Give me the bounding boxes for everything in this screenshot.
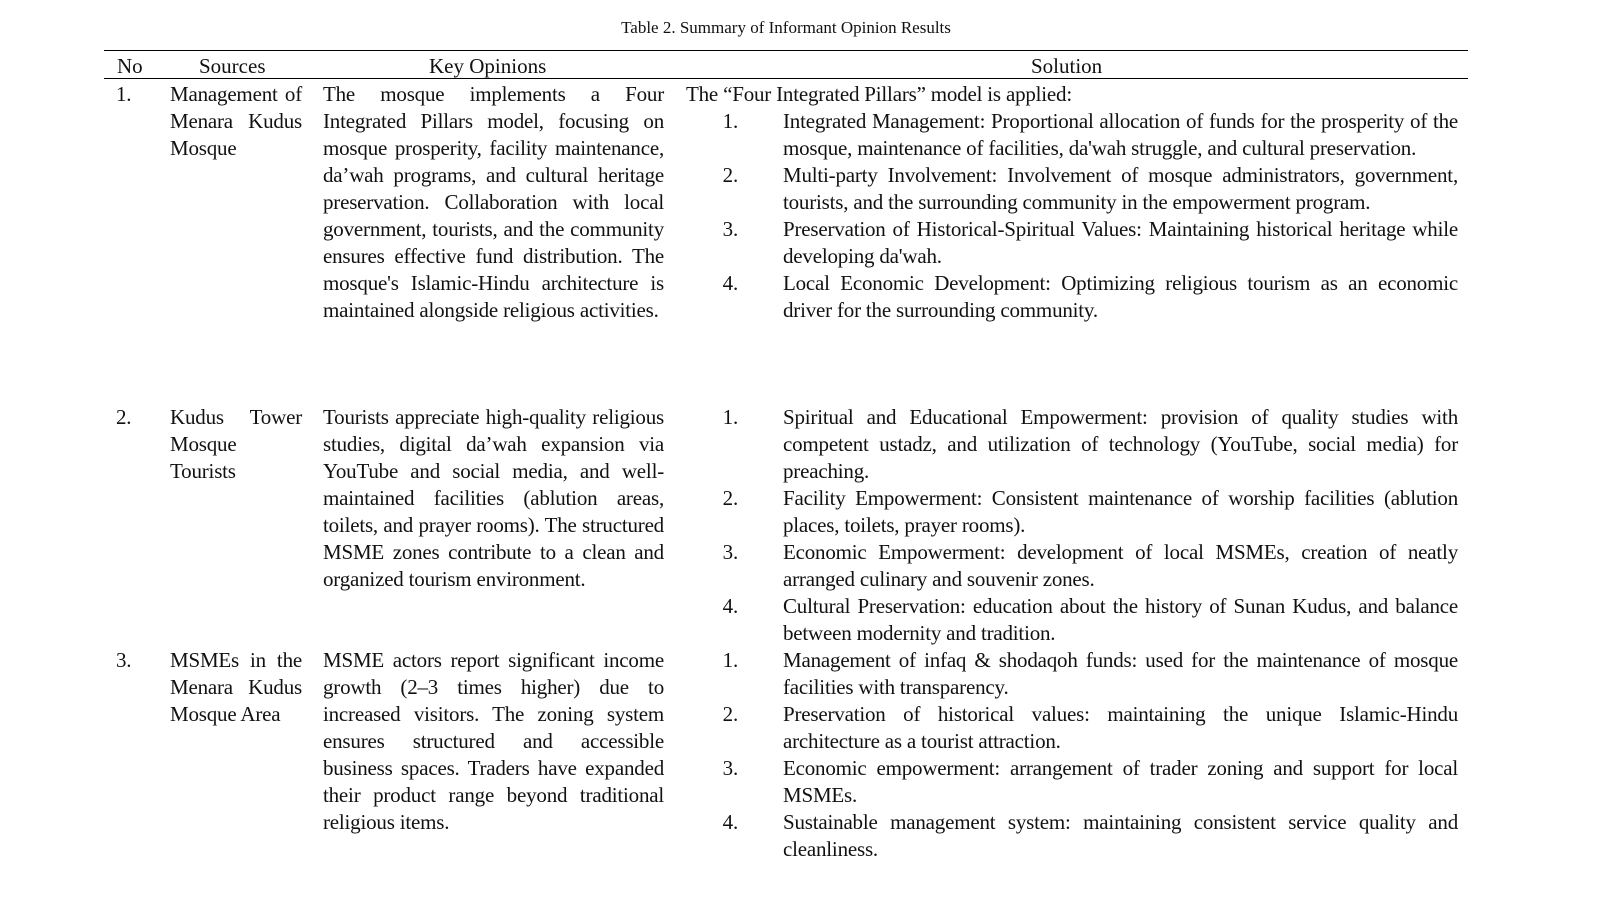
item-text: Facility Empowerment: Consistent mainten… xyxy=(783,486,1458,537)
header-bottom-rule xyxy=(104,78,1468,79)
solution-item: 4. Local Economic Development: Optimizing… xyxy=(686,270,1459,324)
item-number: 1. xyxy=(722,648,739,672)
table-top-rule xyxy=(104,50,1468,51)
table-caption: Table 2. Summary of Informant Opinion Re… xyxy=(621,18,951,37)
item-number: 4. xyxy=(722,271,739,295)
header-solution: Solution xyxy=(1031,54,1103,78)
cell-no: 2. xyxy=(116,405,132,429)
cell-solution: 1. Management of infaq & shodaqoh funds: … xyxy=(686,647,1459,863)
cell-key-opinion: MSME actors report significant income gr… xyxy=(323,648,664,834)
header-sources: Sources xyxy=(199,54,266,78)
item-text: Preservation of historical values: maint… xyxy=(783,702,1458,753)
solution-item: 2. Facility Empowerment: Consistent maint… xyxy=(686,485,1459,539)
item-text: Sustainable management system: maintaini… xyxy=(783,810,1458,861)
solution-item: 2. Preservation of historical values: mai… xyxy=(686,701,1459,755)
header-no: No xyxy=(117,54,143,78)
item-text: Cultural Preservation: education about t… xyxy=(783,594,1458,645)
solution-item: 3. Economic Empowerment: development of l… xyxy=(686,539,1459,593)
header-key-opinions: Key Opinions xyxy=(429,54,547,78)
item-number: 2. xyxy=(722,486,739,510)
cell-solution: 1. Spiritual and Educational Empowerment:… xyxy=(686,404,1459,647)
item-number: 3. xyxy=(722,540,739,564)
solution-item: 1. Integrated Management: Proportional al… xyxy=(686,108,1459,162)
item-text: Spiritual and Educational Empowerment: p… xyxy=(783,405,1458,483)
item-text: Management of infaq & shodaqoh funds: us… xyxy=(783,648,1458,699)
item-number: 3. xyxy=(722,756,739,780)
solution-item: 3. Economic empowerment: arrangement of t… xyxy=(686,755,1459,809)
solution-intro: The “Four Integrated Pillars” model is a… xyxy=(686,82,1072,106)
item-text: Preservation of Historical-Spiritual Val… xyxy=(783,217,1458,268)
cell-no: 1. xyxy=(116,82,132,106)
solution-item: 3. Preservation of Historical-Spiritual V… xyxy=(686,216,1459,270)
cell-no: 3. xyxy=(116,648,132,672)
item-number: 2. xyxy=(722,702,739,726)
item-text: Economic Empowerment: development of loc… xyxy=(783,540,1458,591)
item-text: Economic empowerment: arrangement of tra… xyxy=(783,756,1458,807)
item-number: 4. xyxy=(722,594,739,618)
cell-source: Kudus Tower Mosque Tourists xyxy=(170,405,302,483)
solution-item: 1. Spiritual and Educational Empowerment:… xyxy=(686,404,1459,485)
item-number: 2. xyxy=(722,163,739,187)
solution-item: 4. Sustainable management system: maintai… xyxy=(686,809,1459,863)
solution-item: 2. Multi-party Involvement: Involvement o… xyxy=(686,162,1459,216)
item-text: Multi-party Involvement: Involvement of … xyxy=(783,163,1458,214)
item-number: 1. xyxy=(722,109,739,133)
item-number: 4. xyxy=(722,810,739,834)
solution-item: 1. Management of infaq & shodaqoh funds: … xyxy=(686,647,1459,701)
item-number: 1. xyxy=(722,405,739,429)
cell-solution: The “Four Integrated Pillars” model is a… xyxy=(686,81,1458,324)
cell-source: Management of Menara Kudus Mosque xyxy=(170,82,302,160)
item-number: 3. xyxy=(722,217,739,241)
item-text: Integrated Management: Proportional allo… xyxy=(783,109,1458,160)
cell-source: MSMEs in the Menara Kudus Mosque Area xyxy=(170,648,302,726)
cell-key-opinion: The mosque implements a Four Integrated … xyxy=(323,82,664,322)
item-text: Local Economic Development: Optimizing r… xyxy=(783,271,1458,322)
solution-item: 4. Cultural Preservation: education about… xyxy=(686,593,1459,647)
cell-key-opinion: Tourists appreciate high-quality religio… xyxy=(323,405,664,591)
